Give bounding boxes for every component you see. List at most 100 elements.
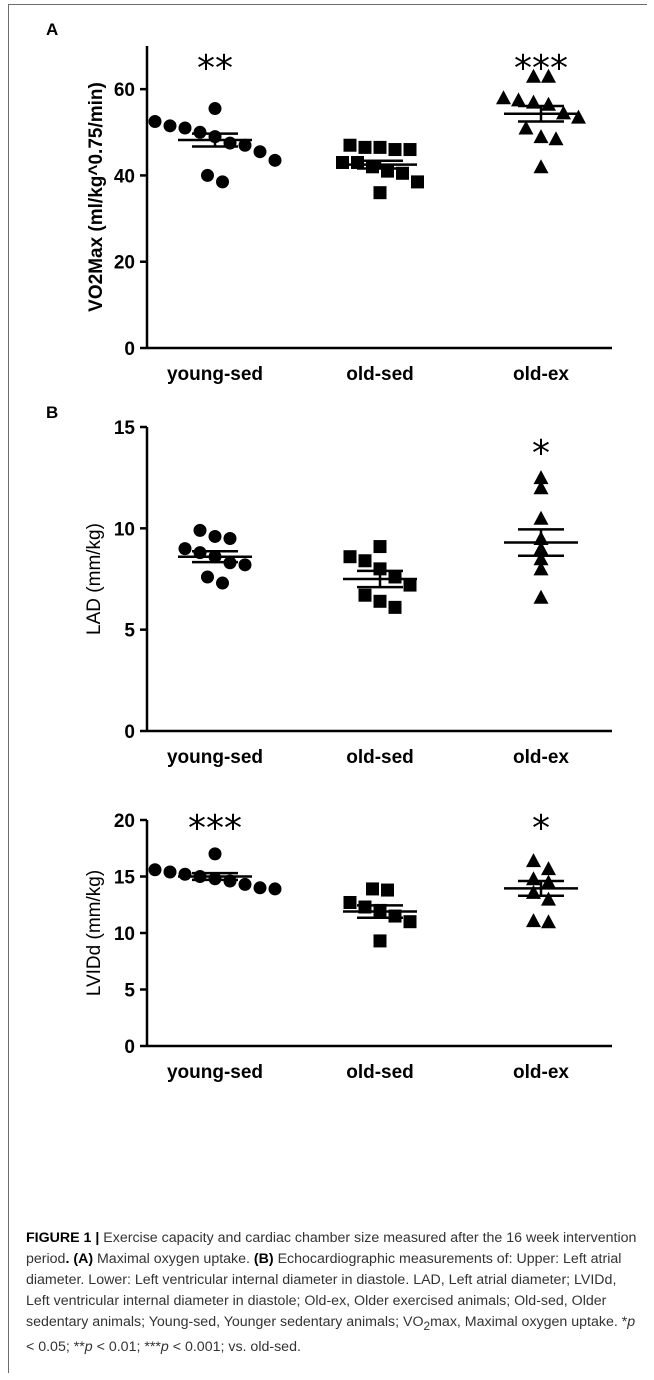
data-point-triangle xyxy=(533,561,549,576)
data-point-triangle xyxy=(511,92,526,107)
data-point-square xyxy=(388,909,402,923)
data-point-triangle xyxy=(533,589,549,604)
data-point-square xyxy=(403,915,417,929)
caption-text-2: Maximal oxygen uptake. xyxy=(93,1251,250,1267)
data-point-triangle xyxy=(548,131,564,146)
data-point-square xyxy=(358,588,372,602)
data-point-square xyxy=(343,550,357,564)
x-category-label: old-sed xyxy=(346,1062,414,1083)
data-point-square xyxy=(403,578,417,592)
y-axis-label: VO2Max (ml/kg^0.75/min) xyxy=(86,82,107,312)
data-point-circle xyxy=(223,531,237,545)
data-point-circle xyxy=(193,523,207,537)
data-point-circle xyxy=(178,121,192,135)
data-point-circle xyxy=(216,576,229,590)
data-point-square xyxy=(358,140,372,154)
data-point-circle xyxy=(208,847,222,861)
x-category-label: old-sed xyxy=(346,747,414,768)
data-point-triangle xyxy=(533,510,549,525)
data-point-triangle xyxy=(496,90,511,105)
figure-frame xyxy=(8,4,647,1373)
data-point-square xyxy=(373,140,387,154)
data-point-square xyxy=(366,882,379,896)
data-point-circle xyxy=(268,153,282,167)
lad-chart: 0 5 10 15 LAD (mm/kg) young-sed old-sed old-ex * xyxy=(84,418,612,768)
data-point-square xyxy=(373,540,387,554)
data-point-circle xyxy=(148,115,162,128)
data-point-circle xyxy=(193,125,207,139)
y-tick-label: 20 xyxy=(114,253,135,274)
data-point-triangle xyxy=(518,120,534,135)
caption-p-2: p xyxy=(84,1338,93,1355)
y-tick-label: 0 xyxy=(124,722,135,743)
data-point-triangle xyxy=(526,913,541,928)
data-point-square xyxy=(373,934,387,948)
data-point-circle xyxy=(201,570,214,584)
data-point-square xyxy=(381,164,394,178)
y-tick-label: 5 xyxy=(124,981,135,1002)
data-point-triangle xyxy=(533,159,549,174)
data-point-circle xyxy=(163,865,177,879)
data-point-triangle xyxy=(526,871,541,886)
data-point-circle xyxy=(208,102,222,116)
data-point-triangle xyxy=(541,914,556,929)
y-tick-label: 20 xyxy=(114,811,135,832)
y-tick-label: 10 xyxy=(114,924,135,945)
caption-p-1: p xyxy=(627,1314,636,1330)
data-point-square xyxy=(411,175,424,189)
vo2max-chart: 0 20 40 60 VO2Max (ml/kg^0.75/min) young-sed o… xyxy=(86,46,612,385)
data-point-circle xyxy=(238,558,252,572)
x-category-label: old-ex xyxy=(513,364,569,385)
data-point-circle xyxy=(238,138,252,152)
y-tick-label: 10 xyxy=(114,519,135,540)
data-point-circle xyxy=(178,542,192,556)
data-point-circle xyxy=(253,881,267,895)
data-point-square xyxy=(366,160,379,174)
significance-marker: *** xyxy=(514,48,568,89)
data-point-circle xyxy=(201,168,214,182)
figure-caption: FIGURE 1 | Exercise capacity and cardiac… xyxy=(26,1228,638,1358)
significance-marker: * xyxy=(532,433,550,474)
caption-label: FIGURE 1 | xyxy=(26,1230,100,1246)
y-tick-label: 15 xyxy=(114,868,136,889)
significance-marker: *** xyxy=(188,808,242,849)
data-point-triangle xyxy=(541,891,556,906)
data-point-circle xyxy=(238,877,252,891)
caption-text-1: Exercise capacity and cardiac chamber si… xyxy=(26,1230,637,1267)
lvidd-chart: 0 5 10 15 20 LVIDd (mm/kg) young-sed old-sed old… xyxy=(84,808,612,1083)
data-point-square xyxy=(373,594,387,608)
caption-subscript: 2 xyxy=(423,1318,431,1333)
caption-text-6: < 0.01; *** xyxy=(92,1338,161,1355)
y-axis-label: LVIDd (mm/kg) xyxy=(84,870,105,996)
data-point-triangle xyxy=(533,129,549,144)
y-tick-label: 40 xyxy=(114,166,135,187)
data-point-square xyxy=(351,155,364,169)
significance-marker: ** xyxy=(197,48,233,89)
data-point-triangle xyxy=(556,105,571,120)
data-point-triangle xyxy=(533,470,549,485)
data-point-circle xyxy=(208,529,222,543)
data-point-triangle xyxy=(533,480,549,495)
y-tick-label: 0 xyxy=(124,339,135,360)
data-point-triangle xyxy=(541,861,556,876)
caption-text-4: max, Maximal oxygen uptake. * xyxy=(430,1314,628,1330)
caption-dot: . xyxy=(65,1251,70,1267)
caption-text-7: < 0.001; vs. old-sed. xyxy=(168,1338,301,1355)
data-point-square xyxy=(343,138,357,152)
data-point-triangle xyxy=(533,551,549,566)
panel-label-a: A xyxy=(46,20,59,39)
data-point-triangle xyxy=(541,96,556,111)
data-point-square xyxy=(388,600,402,614)
x-category-label: old-ex xyxy=(513,747,569,768)
data-point-square xyxy=(381,883,394,897)
data-point-square xyxy=(343,895,357,909)
data-point-square xyxy=(396,166,409,180)
data-point-square xyxy=(388,143,402,157)
caption-text-3: Echocardiographic measurements of: Upper… xyxy=(26,1251,622,1330)
y-tick-label: 5 xyxy=(124,621,135,642)
caption-b-label: (B) xyxy=(249,1251,274,1267)
data-point-square xyxy=(358,554,372,568)
panel-label-b: B xyxy=(46,403,59,422)
data-point-triangle xyxy=(526,68,541,83)
caption-a-label: (A) xyxy=(69,1251,94,1267)
